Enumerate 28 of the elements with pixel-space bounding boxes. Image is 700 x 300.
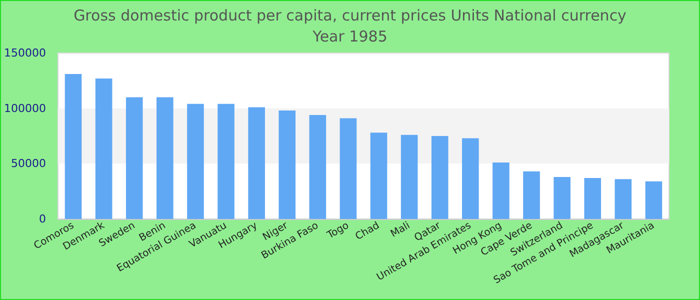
bar: [218, 104, 234, 219]
bar: [248, 107, 265, 219]
bar: [584, 178, 602, 219]
bar: [95, 78, 112, 219]
bar: [431, 136, 448, 219]
bar: [645, 181, 662, 219]
bar: [309, 114, 326, 219]
y-tick-label: 0: [38, 212, 46, 226]
bar: [462, 138, 479, 219]
bar: [400, 134, 418, 219]
y-tick-label: 150000: [4, 46, 46, 60]
bar: [126, 97, 143, 219]
chart-subtitle: Year 1985: [312, 28, 388, 46]
bar: [278, 110, 296, 219]
bar: [156, 97, 174, 219]
chart-title: Gross domestic product per capita, current prices Units National currency: [74, 6, 627, 24]
x-tick-label: Mali: [389, 220, 412, 240]
bar: [187, 104, 204, 219]
bar: [370, 132, 388, 219]
y-tick-label: 100000: [4, 102, 46, 115]
y-tick-label: 50000: [10, 157, 46, 170]
bar: [523, 171, 540, 219]
x-tick-label: Togo: [324, 220, 351, 242]
bar: [64, 74, 82, 219]
bar: [554, 176, 570, 219]
bar: [492, 162, 510, 219]
bar: [340, 118, 357, 219]
bar: [614, 179, 632, 219]
